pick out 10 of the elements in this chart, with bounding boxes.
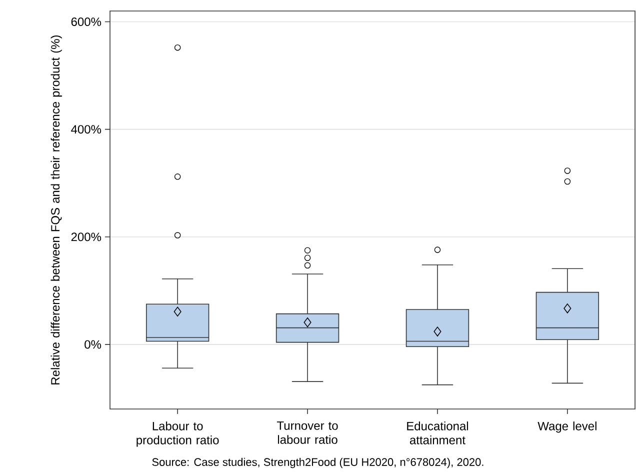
x-tick-label: Turnover to labour ratio xyxy=(277,422,338,444)
x-tick-label: Labour to production ratio xyxy=(136,422,219,447)
y-axis-title: Relative difference between FQS and their reference product (%) xyxy=(50,35,62,384)
x-tick-label: Educational attainment xyxy=(407,422,468,444)
source-note: Source: Case studies, Strength2Food (EU H2020, n°678024), 2020. xyxy=(152,458,484,468)
y-tick-label: 0% xyxy=(84,340,102,349)
x-tick-label: Wage level xyxy=(538,422,596,433)
y-tick-label: 400% xyxy=(71,125,102,134)
y-tick-label: 600% xyxy=(71,18,102,26)
y-tick-label: 200% xyxy=(71,232,102,242)
